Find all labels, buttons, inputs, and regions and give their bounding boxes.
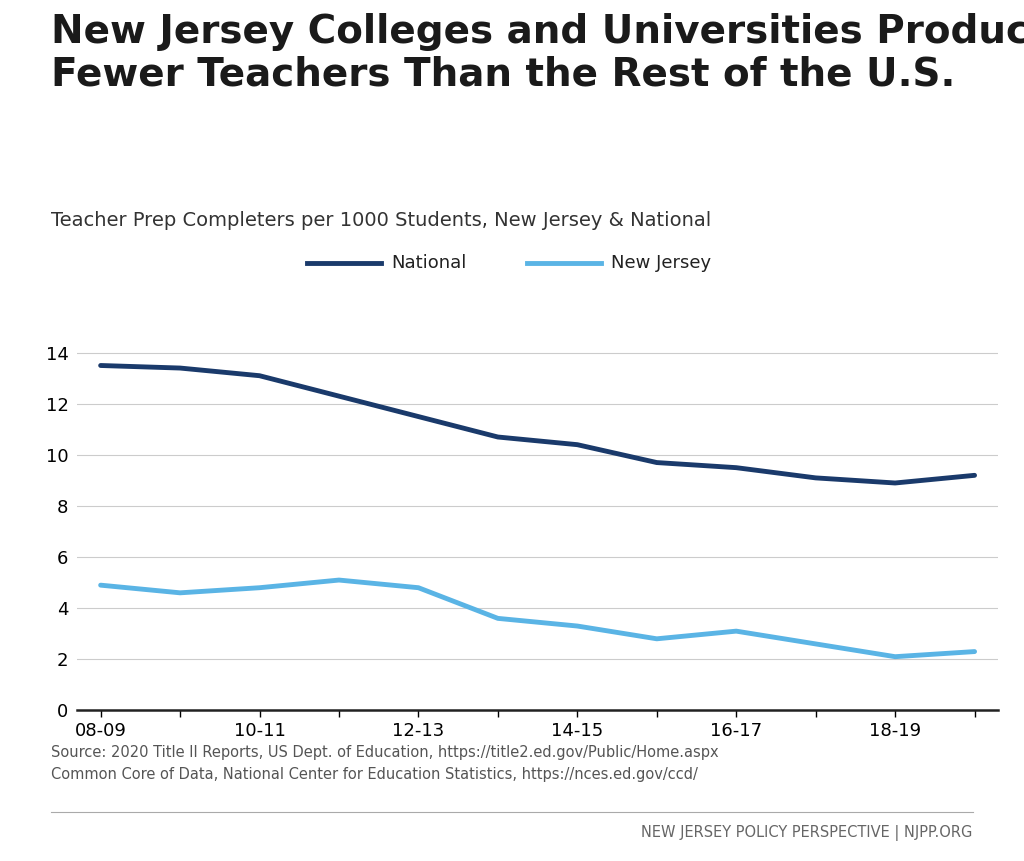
Text: Source: 2020 Title II Reports, US Dept. of Education, https://title2.ed.gov/Publ: Source: 2020 Title II Reports, US Dept. … <box>51 745 719 782</box>
Text: New Jersey: New Jersey <box>611 254 712 271</box>
Text: National: National <box>391 254 467 271</box>
Text: NEW JERSEY POLICY PERSPECTIVE | NJPP.ORG: NEW JERSEY POLICY PERSPECTIVE | NJPP.ORG <box>641 826 973 841</box>
Text: Teacher Prep Completers per 1000 Students, New Jersey & National: Teacher Prep Completers per 1000 Student… <box>51 211 712 230</box>
Text: New Jersey Colleges and Universities Produce
Fewer Teachers Than the Rest of the: New Jersey Colleges and Universities Pro… <box>51 13 1024 93</box>
